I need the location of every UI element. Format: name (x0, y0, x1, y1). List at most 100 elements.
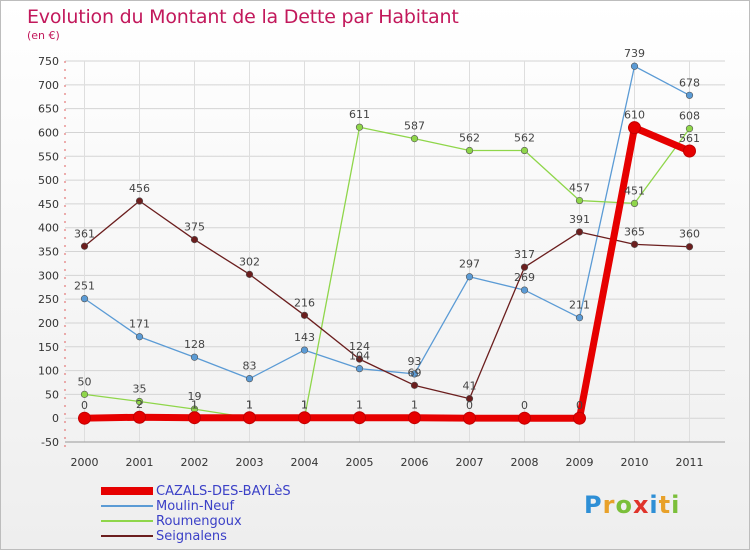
x-tick-label: 2008 (511, 456, 539, 469)
data-point (463, 411, 476, 425)
y-tick-label: 150 (38, 341, 59, 354)
data-point (355, 355, 364, 363)
data-label: 1 (356, 399, 363, 412)
data-label: 297 (459, 258, 480, 271)
data-point (188, 411, 201, 425)
data-point (80, 295, 89, 303)
x-tick-label: 2005 (346, 456, 374, 469)
data-label: 375 (184, 221, 205, 234)
data-point (80, 242, 89, 250)
data-point (683, 144, 696, 158)
data-point (298, 411, 311, 425)
data-label: 317 (514, 248, 535, 261)
data-label: 587 (404, 120, 425, 133)
data-label: 610 (624, 109, 645, 122)
data-label: 69 (408, 366, 422, 379)
data-point (243, 411, 256, 425)
x-tick-label: 2004 (291, 456, 319, 469)
y-tick-label: 500 (38, 174, 59, 187)
x-tick-label: 2006 (401, 456, 429, 469)
x-tick-label: 2010 (621, 456, 649, 469)
logo-letter: o (615, 491, 633, 519)
data-point (628, 121, 641, 135)
data-label: 1 (191, 399, 198, 412)
data-point (520, 263, 529, 271)
logo-letter: i (649, 491, 659, 519)
data-point (78, 411, 91, 425)
data-point (575, 196, 584, 205)
logo-letter: P (584, 491, 603, 519)
y-tick-label: 600 (38, 126, 59, 139)
data-label: 1 (301, 399, 308, 412)
data-label: 171 (129, 318, 150, 331)
data-label: 251 (74, 280, 95, 293)
data-point (685, 91, 694, 99)
data-label: 0 (521, 399, 528, 412)
data-point (190, 235, 199, 244)
data-point (190, 353, 199, 361)
data-label: 0 (466, 399, 473, 412)
y-tick-label: -50 (41, 436, 59, 449)
logo-letter: i (671, 491, 681, 519)
y-tick-label: 200 (38, 317, 59, 330)
chart-subtitle: (en €) (27, 29, 60, 42)
y-tick-label: 750 (38, 55, 59, 68)
data-point (80, 390, 89, 398)
data-point (575, 314, 584, 322)
data-label: 1 (411, 399, 418, 412)
data-point (685, 243, 694, 251)
x-tick-label: 2000 (71, 456, 99, 469)
logo-letter: r (602, 491, 616, 519)
y-tick-label: 250 (38, 293, 59, 306)
data-point (685, 125, 694, 133)
data-label: 456 (129, 182, 150, 195)
x-tick-label: 2001 (126, 456, 154, 469)
data-point (410, 135, 419, 143)
data-point (630, 240, 639, 248)
logo-letter: t (658, 491, 672, 519)
data-label: 19 (188, 390, 202, 403)
data-label: 361 (74, 227, 95, 240)
chart-title: Evolution du Montant de la Dette par Hab… (27, 6, 459, 28)
data-point (520, 146, 529, 155)
data-point (465, 146, 474, 155)
data-point (245, 270, 254, 278)
data-point (518, 411, 531, 425)
y-tick-label: 350 (38, 246, 59, 259)
data-label: 1 (246, 399, 253, 412)
x-tick-label: 2003 (236, 456, 264, 469)
data-label: 562 (514, 132, 535, 145)
data-point (245, 375, 254, 383)
data-label: 0 (576, 399, 583, 412)
data-label: 360 (679, 228, 700, 241)
x-tick-label: 2011 (676, 456, 704, 469)
legend-label: CAZALS-DES-BAYLèS (156, 484, 291, 499)
data-point (408, 411, 421, 425)
y-tick-label: 450 (38, 198, 59, 211)
data-point (300, 346, 309, 354)
data-point (353, 411, 366, 425)
data-label: 451 (624, 184, 645, 197)
legend-label: Seignalens (156, 529, 227, 544)
data-label: 0 (81, 399, 88, 412)
data-label: 391 (569, 213, 590, 226)
data-point (300, 311, 309, 319)
data-label: 104 (349, 350, 370, 363)
data-label: 561 (679, 132, 700, 145)
legend-swatch (101, 487, 153, 495)
data-point (575, 228, 584, 236)
series-line (84, 126, 691, 419)
legend-label: Roumengoux (156, 514, 242, 529)
data-label: 2 (136, 398, 143, 411)
data-point (410, 381, 419, 389)
y-tick-label: 50 (45, 388, 59, 401)
data-label: 35 (133, 383, 147, 396)
data-label: 365 (624, 225, 645, 238)
y-tick-label: 300 (38, 269, 59, 282)
data-point (355, 365, 364, 373)
data-label: 1 (246, 399, 253, 412)
legend-swatch (101, 520, 153, 522)
data-label: 93 (408, 355, 422, 368)
